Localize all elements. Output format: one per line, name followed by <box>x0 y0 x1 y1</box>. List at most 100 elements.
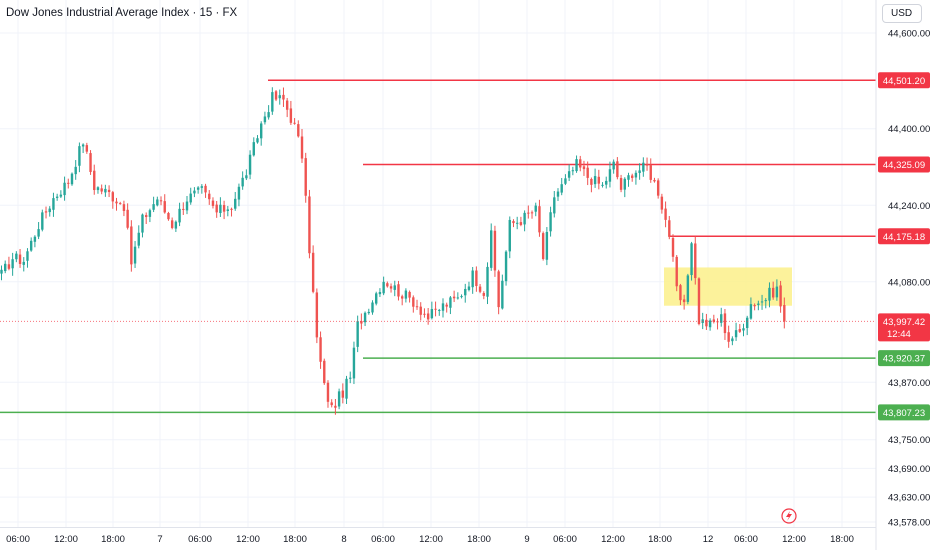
candle-body <box>70 173 74 185</box>
x-tick-label: 06:00 <box>188 534 212 545</box>
price-label-resistance <box>878 156 930 173</box>
candle-body <box>445 304 448 307</box>
candle-body <box>156 199 159 206</box>
candle-body <box>671 238 675 257</box>
countdown-text: 12:44 <box>887 329 911 340</box>
candle-body <box>78 146 81 166</box>
candle-body <box>89 153 92 172</box>
y-tick-label: 44,080.00 <box>888 277 930 288</box>
candle-body <box>616 161 619 178</box>
x-tick-label: 18:00 <box>467 534 491 545</box>
candle-body <box>397 284 400 297</box>
candle-body <box>415 306 419 308</box>
candle-body <box>631 175 634 178</box>
candle-body <box>222 205 226 212</box>
candle-body <box>375 293 378 304</box>
candle-body <box>274 91 278 100</box>
candle-body <box>768 287 771 301</box>
candle-body <box>81 144 85 147</box>
price-label-text: 44,501.20 <box>883 76 925 87</box>
x-tick-label: 12:00 <box>236 534 260 545</box>
candle-body <box>55 196 59 198</box>
candle-body <box>623 178 626 190</box>
candle-body <box>204 185 207 193</box>
x-tick-label: 12 <box>703 534 714 545</box>
price-label-resistance <box>878 228 930 245</box>
candle-body <box>33 236 37 242</box>
candle-body <box>697 278 701 325</box>
candle-body <box>686 275 690 302</box>
price-label-support <box>878 350 930 367</box>
candle-body <box>527 212 530 214</box>
candle-body <box>764 300 767 302</box>
candle-body <box>152 204 155 210</box>
candle-body <box>26 251 29 261</box>
candle-body <box>363 312 367 323</box>
candle-body <box>682 299 686 303</box>
candle-body <box>193 190 196 194</box>
candle-body <box>144 215 148 218</box>
candle-body <box>22 261 25 265</box>
x-tick-label: 18:00 <box>283 534 307 545</box>
candle-body <box>608 169 612 182</box>
candle-body <box>742 328 745 331</box>
candle-body <box>0 269 3 274</box>
x-tick-label: 18:00 <box>648 534 672 545</box>
x-tick-label: 8 <box>341 534 346 545</box>
candle-body <box>245 175 248 179</box>
x-tick-label: 12:00 <box>419 534 443 545</box>
candle-body <box>330 402 333 406</box>
candle-body <box>100 188 103 192</box>
candle-body <box>349 377 352 379</box>
candle-body <box>564 178 567 184</box>
candle-body <box>44 211 48 213</box>
horizontal-levels[interactable] <box>0 79 876 414</box>
candle-body <box>41 212 44 230</box>
candle-body <box>579 159 582 168</box>
candle-body <box>438 309 441 311</box>
candle-body <box>760 301 764 303</box>
currency-button[interactable]: USD <box>882 4 922 23</box>
y-tick-label: 43,870.00 <box>888 378 930 389</box>
candle-body <box>723 313 727 334</box>
candle-body <box>178 208 181 223</box>
candle-body <box>549 212 552 232</box>
candle-body <box>15 253 18 260</box>
candle-body <box>727 332 730 342</box>
candle-body <box>452 296 456 299</box>
candle-body <box>371 302 374 313</box>
x-tick-label: 06:00 <box>371 534 395 545</box>
candle-body <box>545 231 549 260</box>
candle-body <box>508 219 511 252</box>
candle-body <box>679 285 682 301</box>
candle-body <box>705 319 708 327</box>
candle-body <box>326 382 330 402</box>
candle-body <box>464 288 467 296</box>
candle-body <box>567 171 571 178</box>
candle-body <box>308 196 311 254</box>
candle-body <box>234 198 237 209</box>
price-label-support <box>878 404 930 421</box>
candle-body <box>749 304 753 319</box>
candle-body <box>4 263 7 272</box>
candle-body <box>694 243 697 279</box>
candle-body <box>341 390 345 398</box>
candle-body <box>467 286 471 290</box>
candle-body <box>130 226 133 265</box>
candle-body <box>426 313 430 320</box>
candle-body <box>757 303 760 305</box>
candle-body <box>182 208 185 210</box>
candle-body <box>126 209 129 228</box>
candle-body <box>404 290 408 299</box>
x-tick-label: 12:00 <box>782 534 806 545</box>
candle-body <box>664 208 667 220</box>
candle-body <box>478 286 482 292</box>
candle-body <box>638 170 641 174</box>
candle-body <box>593 176 597 185</box>
candle-body <box>141 214 144 233</box>
current-price-text: 43,997.42 <box>883 317 925 328</box>
candle-body <box>571 170 575 172</box>
